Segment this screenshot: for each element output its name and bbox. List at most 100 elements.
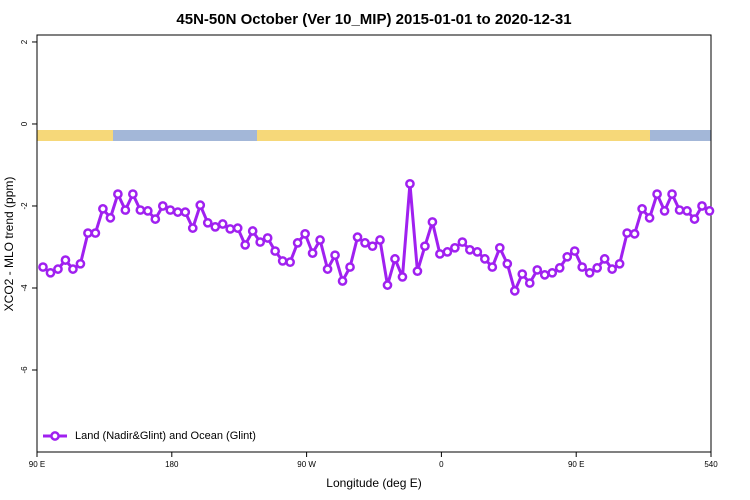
y-tick-label: 0 — [20, 121, 29, 126]
data-point — [390, 254, 400, 264]
data-point — [128, 189, 138, 199]
x-axis-label: Longitude (deg E) — [326, 476, 421, 490]
data-point — [479, 254, 490, 264]
data-point — [667, 189, 677, 199]
data-point — [277, 256, 288, 266]
data-point — [472, 247, 483, 257]
data-point — [435, 249, 445, 259]
data-point — [697, 201, 707, 211]
data-point — [180, 207, 191, 217]
data-point — [592, 263, 603, 273]
data-point — [45, 267, 56, 278]
plot-frame — [36, 34, 712, 453]
data-point — [225, 224, 236, 234]
data-point — [113, 189, 123, 199]
data-point — [150, 214, 161, 224]
data-point — [240, 240, 251, 250]
data-point — [644, 213, 655, 223]
x-tick-label: 540 — [704, 460, 718, 469]
data-point — [345, 262, 355, 272]
data-point — [90, 228, 101, 238]
data-point — [105, 213, 116, 223]
x-tick-label: 90 W — [297, 460, 316, 469]
data-point — [172, 207, 183, 217]
data-point — [659, 206, 670, 216]
data-point — [502, 258, 513, 269]
x-tick-label: 180 — [165, 460, 179, 469]
data-point — [442, 247, 453, 257]
data-point — [210, 222, 221, 232]
data-point — [427, 217, 438, 227]
y-tick-label: -2 — [20, 202, 29, 210]
data-point — [83, 228, 93, 238]
data-point — [674, 205, 685, 215]
data-point — [487, 262, 498, 272]
data-point — [494, 242, 505, 253]
data-point — [367, 241, 378, 252]
data-point — [584, 267, 595, 278]
data-point — [517, 269, 528, 279]
data-point — [360, 238, 370, 248]
data-point — [577, 262, 588, 272]
data-point — [165, 205, 176, 215]
data-point — [38, 262, 48, 272]
data-point — [569, 246, 580, 256]
data-point — [262, 233, 273, 243]
data-point — [270, 246, 280, 256]
data-point — [599, 254, 610, 264]
data-point — [704, 206, 715, 216]
strip-segment — [257, 130, 650, 141]
x-tick-label: 90 E — [29, 460, 45, 469]
data-point — [142, 206, 153, 216]
data-point — [315, 235, 325, 245]
data-point — [195, 200, 206, 211]
data-point — [509, 286, 520, 296]
data-point — [285, 257, 295, 268]
data-point — [539, 270, 550, 280]
data-point — [300, 229, 310, 239]
chart-title: 45N-50N October (Ver 10_MIP) 2015-01-01 … — [176, 11, 571, 28]
data-point — [217, 219, 228, 229]
data-point — [135, 205, 146, 215]
data-point — [532, 265, 543, 275]
data-point — [607, 264, 617, 274]
data-point — [420, 241, 430, 252]
data-point — [157, 201, 168, 211]
y-axis-label: XCO2 - MLO trend (ppm) — [2, 177, 16, 312]
data-point — [322, 264, 333, 274]
strip-segment — [37, 130, 113, 141]
data-point — [405, 178, 415, 189]
data-point — [247, 226, 258, 236]
data-point — [53, 264, 63, 274]
data-point — [562, 251, 573, 262]
data-point — [307, 248, 318, 258]
data-point — [637, 204, 647, 214]
data-point — [75, 258, 86, 269]
data-point — [375, 235, 385, 245]
data-point — [524, 278, 535, 288]
data-point — [450, 242, 460, 253]
y-tick-label: -4 — [20, 284, 29, 292]
x-tick-label: 90 E — [568, 460, 584, 469]
data-point — [120, 205, 131, 215]
strip-segment — [113, 130, 257, 141]
surface-strip — [37, 130, 711, 141]
data-point — [382, 280, 393, 290]
legend-marker — [50, 431, 60, 441]
data-point — [412, 266, 423, 277]
data-point — [232, 223, 243, 233]
data-point — [98, 204, 108, 214]
data-point — [68, 264, 78, 274]
data-point — [652, 189, 662, 199]
data-point — [187, 223, 198, 233]
data-point — [547, 267, 558, 278]
data-point — [465, 245, 475, 255]
data-point — [689, 214, 700, 224]
y-tick-label: 2 — [20, 39, 29, 44]
y-tick-label: -6 — [20, 366, 29, 374]
data-point — [397, 272, 408, 282]
strip-segment — [650, 130, 711, 141]
x-tick-label: 0 — [439, 460, 444, 469]
